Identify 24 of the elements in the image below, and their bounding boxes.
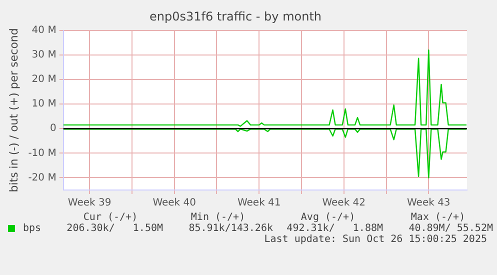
y-tick-label: 30 M (32, 50, 56, 61)
x-tick-label: Week 40 (152, 198, 196, 209)
text: Cur (-/+) (82, 212, 139, 223)
legend-label: bps (23, 223, 42, 234)
x-tick-label: Week 39 (68, 198, 112, 209)
text: 40.89M/ 55.52M (408, 223, 493, 234)
y-tick-label: -20 M (28, 172, 56, 184)
y-tick-label: 40 M (32, 24, 56, 36)
x-tick-label: Week 41 (237, 198, 281, 209)
y-tick-label: 0 (50, 123, 56, 134)
y-tick-label: 20 M (32, 74, 56, 86)
x-tick-label: Week 42 (322, 198, 366, 209)
chart-title: enp0s31f6 traffic - by month (149, 9, 322, 24)
text: Avg (-/+) (300, 212, 356, 223)
y-tick-label: -10 M (28, 148, 56, 159)
text: Max (-/+) (410, 212, 466, 223)
text: Min (-/+) (190, 212, 246, 223)
text: 206.30k/ 1.50M (66, 223, 163, 234)
y-tick-label: 10 M (32, 98, 56, 110)
x-tick-label: Week 43 (406, 198, 450, 209)
text: 492.31k/ 1.88M (286, 223, 383, 234)
text: Last update: Sun Oct 26 15:00:25 2025 (263, 234, 487, 245)
text: 85.91k/143.26k (188, 223, 273, 234)
y-axis-title: bits in (-) / out (+) per second (7, 28, 20, 192)
